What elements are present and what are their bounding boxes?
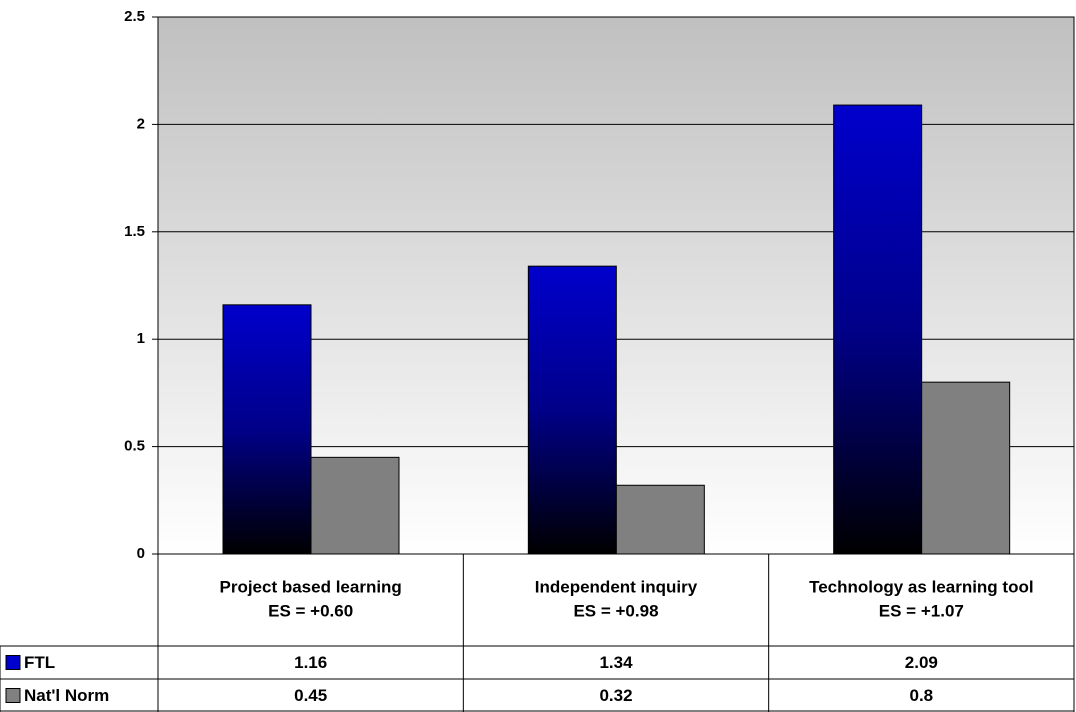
legend-label: FTL <box>24 653 55 672</box>
table-value: 0.8 <box>910 686 934 705</box>
bar <box>527 265 617 555</box>
legend-swatch <box>5 655 21 670</box>
y-tick-label: 2.5 <box>124 8 145 25</box>
bar <box>833 104 923 555</box>
category-label: Project based learning <box>219 577 401 596</box>
table-value: 0.45 <box>294 686 327 705</box>
bar <box>615 484 705 555</box>
table-value: 1.16 <box>294 653 327 672</box>
table-value: 0.32 <box>599 686 632 705</box>
table-value: 2.09 <box>905 653 938 672</box>
es-label: ES = +1.07 <box>879 601 964 620</box>
y-tick-label: 0 <box>137 545 145 562</box>
bar <box>222 304 312 555</box>
y-tick-label: 1 <box>137 330 145 347</box>
legend-label: Nat'l Norm <box>24 686 109 705</box>
y-tick-label: 2 <box>137 115 145 132</box>
y-tick-label: 0.5 <box>124 438 145 455</box>
bar <box>310 456 400 555</box>
es-label: ES = +0.60 <box>268 601 353 620</box>
category-label: Technology as learning tool <box>809 577 1034 596</box>
bar <box>921 381 1011 555</box>
legend-swatch <box>5 688 21 703</box>
category-label: Independent inquiry <box>535 577 698 596</box>
es-label: ES = +0.98 <box>573 601 658 620</box>
y-tick-label: 1.5 <box>124 223 145 240</box>
table-value: 1.34 <box>599 653 633 672</box>
